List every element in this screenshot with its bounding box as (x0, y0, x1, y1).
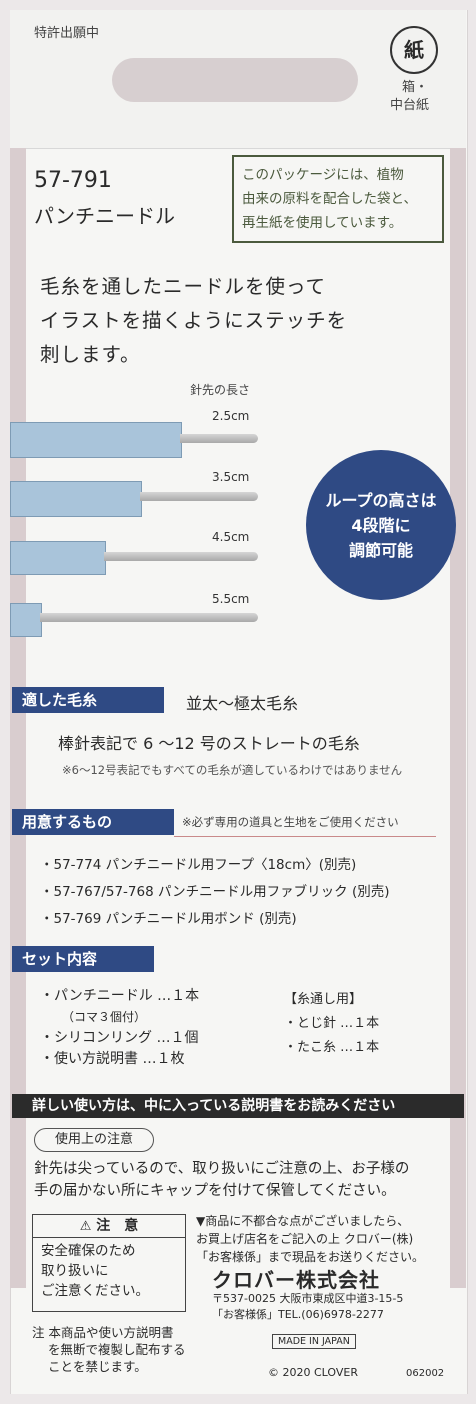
list-item: （コマ３個付） (62, 1010, 147, 1024)
eco-line: 由来の原料を配合した袋と、 (242, 191, 417, 207)
needle-blade (104, 552, 258, 561)
caution-title: 使用上の注意 (34, 1128, 154, 1152)
hang-hole (112, 58, 358, 102)
copyright: © 2020 CLOVER (268, 1366, 358, 1379)
list-heading: 【糸通し用】 (284, 992, 363, 1007)
product-lot-code: 062002 (406, 1368, 445, 1379)
copy-note-line: を無断で複製し配布する (48, 1342, 186, 1357)
warning-title: 注 意 (96, 1218, 139, 1234)
warning-line: 安全確保のため (41, 1243, 136, 1259)
list-item: ・使い方説明書 …１枚 (40, 1051, 185, 1067)
eco-line: 再生紙を使用しています。 (242, 215, 403, 231)
recycle-caption-1: 箱・ (402, 80, 429, 95)
prepare-note: ※必ず専用の道具と生地をご使用ください (182, 815, 399, 829)
company-phone: 「お客様係」TEL.(06)6978-2277 (212, 1308, 384, 1321)
company-address: 〒537-0025 大阪市東成区中道3-15-5 (212, 1292, 404, 1305)
yarn-section-title: 適した毛糸 (12, 687, 164, 713)
description-line: イラストを描くようにステッチを (40, 309, 348, 332)
contents-right-list: 【糸通し用】 ・とじ針 …１本 ・たこ糸 …１本 (284, 988, 379, 1060)
yarn-value: 並太〜極太毛糸 (186, 694, 299, 713)
caution-line: 手の届かない所にキャップを付けて保管してください。 (34, 1183, 396, 1199)
description-line: 刺します。 (40, 343, 141, 366)
loop-height-badge: ループの高さは 4段階に 調節可能 (306, 450, 456, 600)
warning-line: ご注意ください。 (41, 1283, 149, 1299)
needle-blade (180, 434, 258, 443)
prepare-underline (174, 836, 436, 837)
needle-blade (140, 492, 258, 501)
eco-note-box: このパッケージには、植物 由来の原料を配合した袋と、 再生紙を使用しています。 (232, 155, 444, 243)
description-line: 毛糸を通したニードルを使って (40, 275, 327, 298)
notice-line: ▼商品に不都合な点がございましたら、 (196, 1214, 410, 1228)
right-edge-band (450, 148, 466, 1288)
copy-note-line: 注 本商品や使い方説明書 (32, 1325, 174, 1340)
badge-line: 調節可能 (348, 541, 413, 560)
needle-length-label: 5.5cm (212, 592, 250, 606)
needle-blade (40, 613, 258, 622)
contents-left-list: ・パンチニードル …１本 （コマ３個付） ・シリコンリング …１個 ・使い方説明… (40, 986, 199, 1070)
caution-text: 針先は尖っているので、取り扱いにご注意の上、お子様の 手の届かない所にキャップを… (34, 1158, 409, 1202)
product-code: 57-791 (34, 168, 112, 193)
copy-note-line: ことを禁じます。 (48, 1359, 147, 1374)
product-name: パンチニードル (34, 204, 175, 228)
prepare-list: ・57-774 パンチニードル用フープ〈18cm〉(別売) ・57-767/57… (40, 852, 389, 933)
needle-length-label: 2.5cm (212, 409, 250, 423)
yarn-note: ※6〜12号表記でもすべての毛糸が適しているわけではありません (62, 763, 403, 777)
needle-handle (10, 481, 142, 517)
notice-line: お買上げ店名をご記入の上 クロバー(株) (196, 1232, 414, 1246)
eco-line: このパッケージには、植物 (242, 167, 404, 183)
notice-line: 「お客様係」まで現品をお送りください。 (196, 1250, 425, 1264)
recycle-caption-2: 中台紙 (390, 98, 430, 113)
yarn-detail: 棒針表記で 6 〜12 号のストレートの毛糸 (58, 734, 360, 753)
needle-handle (10, 541, 106, 575)
description: 毛糸を通したニードルを使って イラストを描くようにステッチを 刺します。 (40, 270, 347, 372)
manual-banner: 詳しい使い方は、中に入っている説明書をお読みください (12, 1094, 464, 1118)
list-item: ・57-769 パンチニードル用ボンド (別売) (40, 911, 297, 927)
needle-length-heading: 針先の長さ (190, 383, 251, 397)
badge-line: 4段階に (351, 516, 411, 535)
made-in-badge: MADE IN JAPAN (272, 1334, 356, 1349)
caution-line: 針先は尖っているので、取り扱いにご注意の上、お子様の (34, 1161, 410, 1177)
needle-handle (10, 422, 182, 458)
badge-line: ループの高さは (325, 491, 437, 510)
list-item: ・57-767/57-768 パンチニードル用ファブリック (別売) (40, 884, 390, 900)
list-item: ・たこ糸 …１本 (284, 1040, 380, 1055)
list-item: ・シリコンリング …１個 (40, 1030, 199, 1046)
list-item: ・57-774 パンチニードル用フープ〈18cm〉(別売) (40, 857, 357, 873)
company-notice: ▼商品に不都合な点がございましたら、 お買上げ店名をご記入の上 クロバー(株) … (196, 1212, 424, 1266)
warning-triangle-icon: ⚠ (79, 1219, 92, 1234)
copy-note: 注 本商品や使い方説明書 を無断で複製し配布する ことを禁じます。 (32, 1324, 186, 1375)
needle-length-label: 4.5cm (212, 530, 250, 544)
needle-handle (10, 603, 42, 637)
list-item: ・とじ針 …１本 (284, 1016, 380, 1031)
prepare-section-title: 用意するもの (12, 809, 174, 835)
needle-length-label: 3.5cm (212, 470, 250, 484)
company-name: クロバー株式会社 (212, 1268, 380, 1292)
list-item: ・パンチニードル …１本 (40, 988, 200, 1004)
contents-section-title: セット内容 (12, 946, 154, 972)
patent-pending: 特許出願中 (34, 26, 100, 41)
warning-header: ⚠ 注 意 (33, 1215, 185, 1238)
warning-line: 取り扱いに (41, 1263, 109, 1279)
recycle-paper-icon: 紙 (390, 26, 438, 74)
warning-box: ⚠ 注 意 安全確保のため 取り扱いに ご注意ください。 (32, 1214, 186, 1312)
